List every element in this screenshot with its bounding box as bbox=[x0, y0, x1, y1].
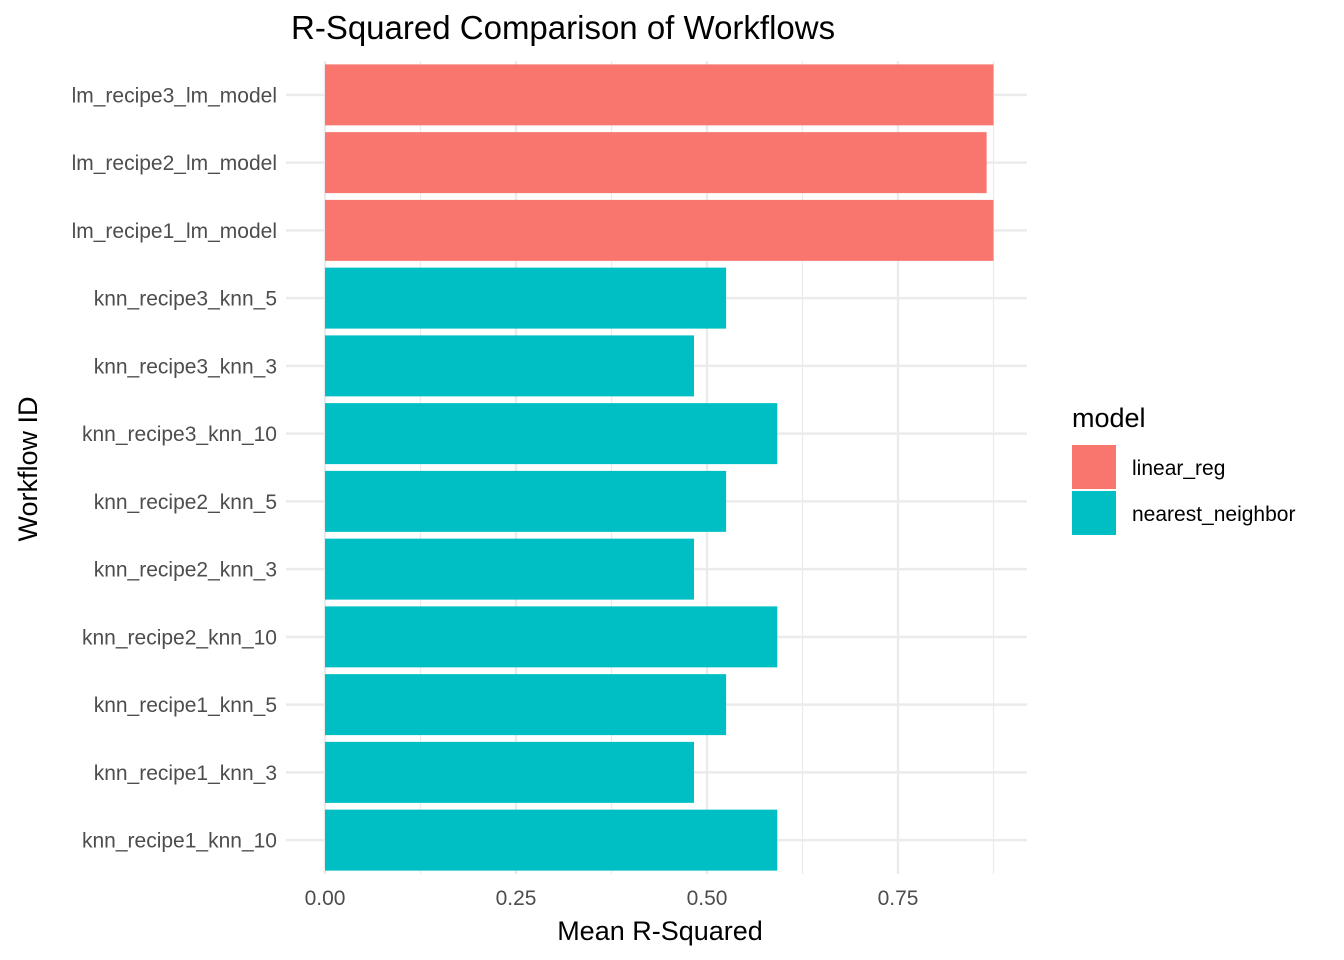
y-tick-label: lm_recipe2_lm_model bbox=[72, 152, 277, 175]
y-axis-ticks: lm_recipe3_lm_model lm_recipe2_lm_modellm… bbox=[72, 84, 277, 852]
bar-knn_recipe1_knn_3 bbox=[325, 741, 695, 803]
chart-title: R-Squared Comparison of Workflows bbox=[291, 9, 835, 46]
x-axis-title: Mean R-Squared bbox=[557, 916, 763, 946]
bar-knn_recipe3_knn_5 bbox=[325, 267, 727, 329]
bars bbox=[325, 64, 994, 871]
y-axis-title: Workflow ID bbox=[13, 396, 43, 541]
bar-knn_recipe2_knn_10 bbox=[325, 606, 778, 668]
legend-key-nearest_neighbor bbox=[1072, 491, 1116, 535]
x-tick-label: 0.75 bbox=[878, 887, 919, 910]
bar-knn_recipe3_knn_3 bbox=[325, 335, 695, 397]
y-tick-label: knn_recipe2_knn_10 bbox=[82, 626, 277, 649]
bar-knn_recipe2_knn_3 bbox=[325, 538, 695, 600]
legend-items: linear_reg nearest_neighbor bbox=[1072, 445, 1295, 535]
y-tick-label: lm_recipe1_lm_model bbox=[72, 220, 277, 243]
bar-lm_recipe2_lm_model bbox=[325, 132, 987, 194]
bar-lm_recipe1_lm_model bbox=[325, 199, 994, 261]
y-tick-label: knn_recipe3_knn_5 bbox=[94, 288, 277, 311]
bar-knn_recipe3_knn_10 bbox=[325, 403, 778, 465]
y-tick-label: knn_recipe2_knn_3 bbox=[94, 559, 277, 582]
legend: model linear_reg nearest_neighbor bbox=[1072, 403, 1295, 535]
bar-lm_recipe3_lm_model bbox=[325, 64, 994, 126]
y-tick-label: knn_recipe2_knn_5 bbox=[94, 491, 277, 514]
bar-knn_recipe1_knn_5 bbox=[325, 674, 727, 736]
y-tick-label: knn_recipe3_knn_10 bbox=[82, 423, 277, 446]
y-tick-label: knn_recipe1_knn_10 bbox=[82, 830, 277, 853]
legend-label: nearest_neighbor bbox=[1132, 503, 1295, 526]
legend-key-linear_reg bbox=[1072, 445, 1116, 489]
x-tick-label: 0.50 bbox=[687, 887, 728, 910]
legend-title: model bbox=[1072, 403, 1146, 433]
y-tick-label: knn_recipe1_knn_3 bbox=[94, 762, 277, 785]
y-tick-label: knn_recipe3_knn_3 bbox=[94, 355, 277, 378]
legend-label: linear_reg bbox=[1132, 457, 1225, 480]
y-tick-label: lm_recipe3_lm_model bbox=[72, 84, 277, 107]
x-tick-label: 0.00 bbox=[305, 887, 346, 910]
x-axis-ticks: 0.00 0.25 0.50 0.75 bbox=[305, 887, 919, 910]
bar-knn_recipe2_knn_5 bbox=[325, 470, 727, 532]
bar-knn_recipe1_knn_10 bbox=[325, 809, 778, 871]
x-tick-label: 0.25 bbox=[496, 887, 537, 910]
y-tick-label: knn_recipe1_knn_5 bbox=[94, 694, 277, 717]
